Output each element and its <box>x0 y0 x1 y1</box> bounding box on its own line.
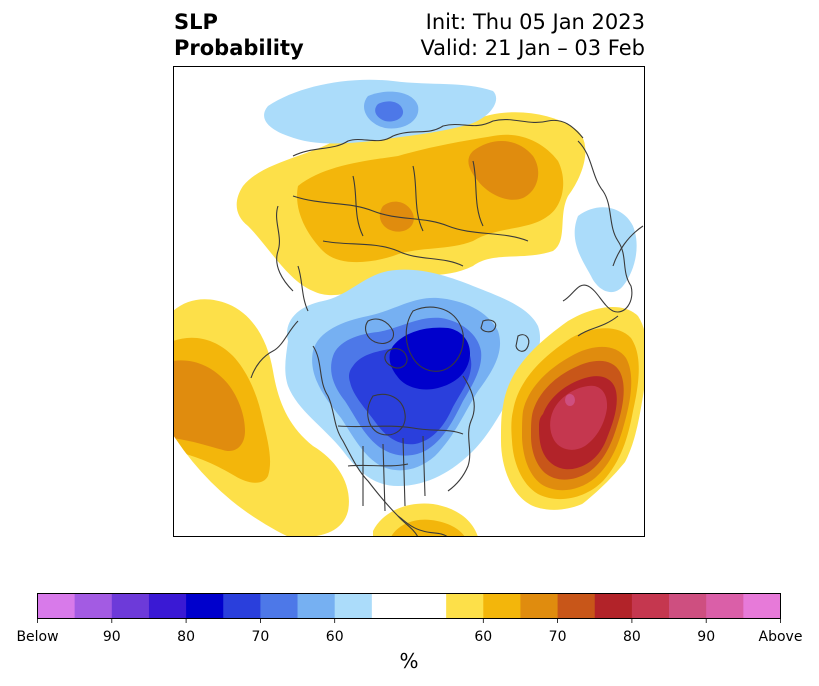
coastline-segment <box>405 306 464 372</box>
polar-below-3 <box>375 101 404 122</box>
coastline-segment <box>480 319 497 333</box>
colorbar-cell-above <box>446 593 484 619</box>
colorbar-cell-above <box>631 593 670 619</box>
colorbar-frame <box>37 593 781 619</box>
coastline-segment <box>447 375 475 492</box>
colorbar-tick-label: Below <box>16 629 58 645</box>
coastline-segment <box>250 320 299 379</box>
probability-map <box>173 66 645 537</box>
forecast-dates: Init: Thu 05 Jan 2023 Valid: 21 Jan – 03… <box>420 9 645 61</box>
colorbar-cell-below <box>334 593 373 619</box>
europe-below-1 <box>574 207 637 293</box>
colorbar-cell-below <box>186 593 224 619</box>
valid-range: Valid: 21 Jan – 03 Feb <box>420 36 645 60</box>
map-title: SLP Probability <box>174 9 304 61</box>
coastline-segment <box>365 318 395 344</box>
coastline-segment <box>292 195 529 267</box>
colorbar-cell-below <box>37 593 76 619</box>
colorbar-tick-label: 90 <box>697 629 715 645</box>
colorbar-tick-label: 80 <box>623 629 641 645</box>
colorbar-cell-neutral <box>371 593 447 619</box>
title-variable: SLP <box>174 10 218 34</box>
colorbar-cell-above <box>706 593 744 619</box>
colorbar-cell-above <box>483 593 521 619</box>
coastline-segment <box>352 160 484 237</box>
colorbar-cell-below <box>260 593 298 619</box>
colorbar-cell-below <box>74 593 113 619</box>
colorbar: Below 90 80 70 60 60 70 80 90 Above % <box>16 593 803 673</box>
coastline-segment <box>367 393 406 436</box>
colorbar-cells <box>37 593 781 619</box>
atlantic-above-6 <box>550 385 608 450</box>
pacific-above-3 <box>173 360 245 452</box>
coastline-segment <box>397 515 449 537</box>
colorbar-tick-label: 70 <box>251 629 269 645</box>
coastline-segment <box>515 334 530 352</box>
coastline-segment <box>292 119 584 157</box>
anomaly-fields <box>173 79 645 537</box>
colorbar-cell-above <box>557 593 596 619</box>
colorbar-cell-below <box>111 593 150 619</box>
colorbar-tick-label: 60 <box>326 629 344 645</box>
coastline-segment <box>276 205 309 312</box>
title-type: Probability <box>174 36 304 60</box>
coastline-segment <box>562 140 633 313</box>
colorbar-cell-above <box>594 593 633 619</box>
init-date: Init: Thu 05 Jan 2023 <box>425 10 645 34</box>
coastline-segment <box>577 225 644 337</box>
colorbar-tick-label: Above <box>759 629 803 645</box>
colorbar-unit: % <box>399 649 418 673</box>
gulf-above-2 <box>391 519 465 537</box>
coastline-segment <box>337 425 464 435</box>
colorbar-cell-above <box>520 593 558 619</box>
coastline-segment <box>384 348 408 369</box>
map-frame <box>173 66 645 537</box>
atlantic-above-7 <box>565 394 575 406</box>
colorbar-tick-label: 60 <box>474 629 492 645</box>
colorbar-cell-below <box>297 593 336 619</box>
colorbar-tick-label: 90 <box>103 629 121 645</box>
colorbar-cell-below <box>148 593 187 619</box>
colorbar-cell-below <box>223 593 261 619</box>
colorbar-ticks: Below 90 80 70 60 60 70 80 90 Above <box>16 618 803 645</box>
colorbar-tick-label: 80 <box>177 629 195 645</box>
eurasia-above-3a <box>468 140 539 200</box>
coastline-segment <box>347 435 426 512</box>
colorbar-tick-label: 70 <box>549 629 567 645</box>
canada-below-5 <box>389 327 471 390</box>
colorbar-cell-above <box>669 593 707 619</box>
colorbar-cell-above <box>743 593 781 619</box>
coastlines <box>250 119 644 537</box>
